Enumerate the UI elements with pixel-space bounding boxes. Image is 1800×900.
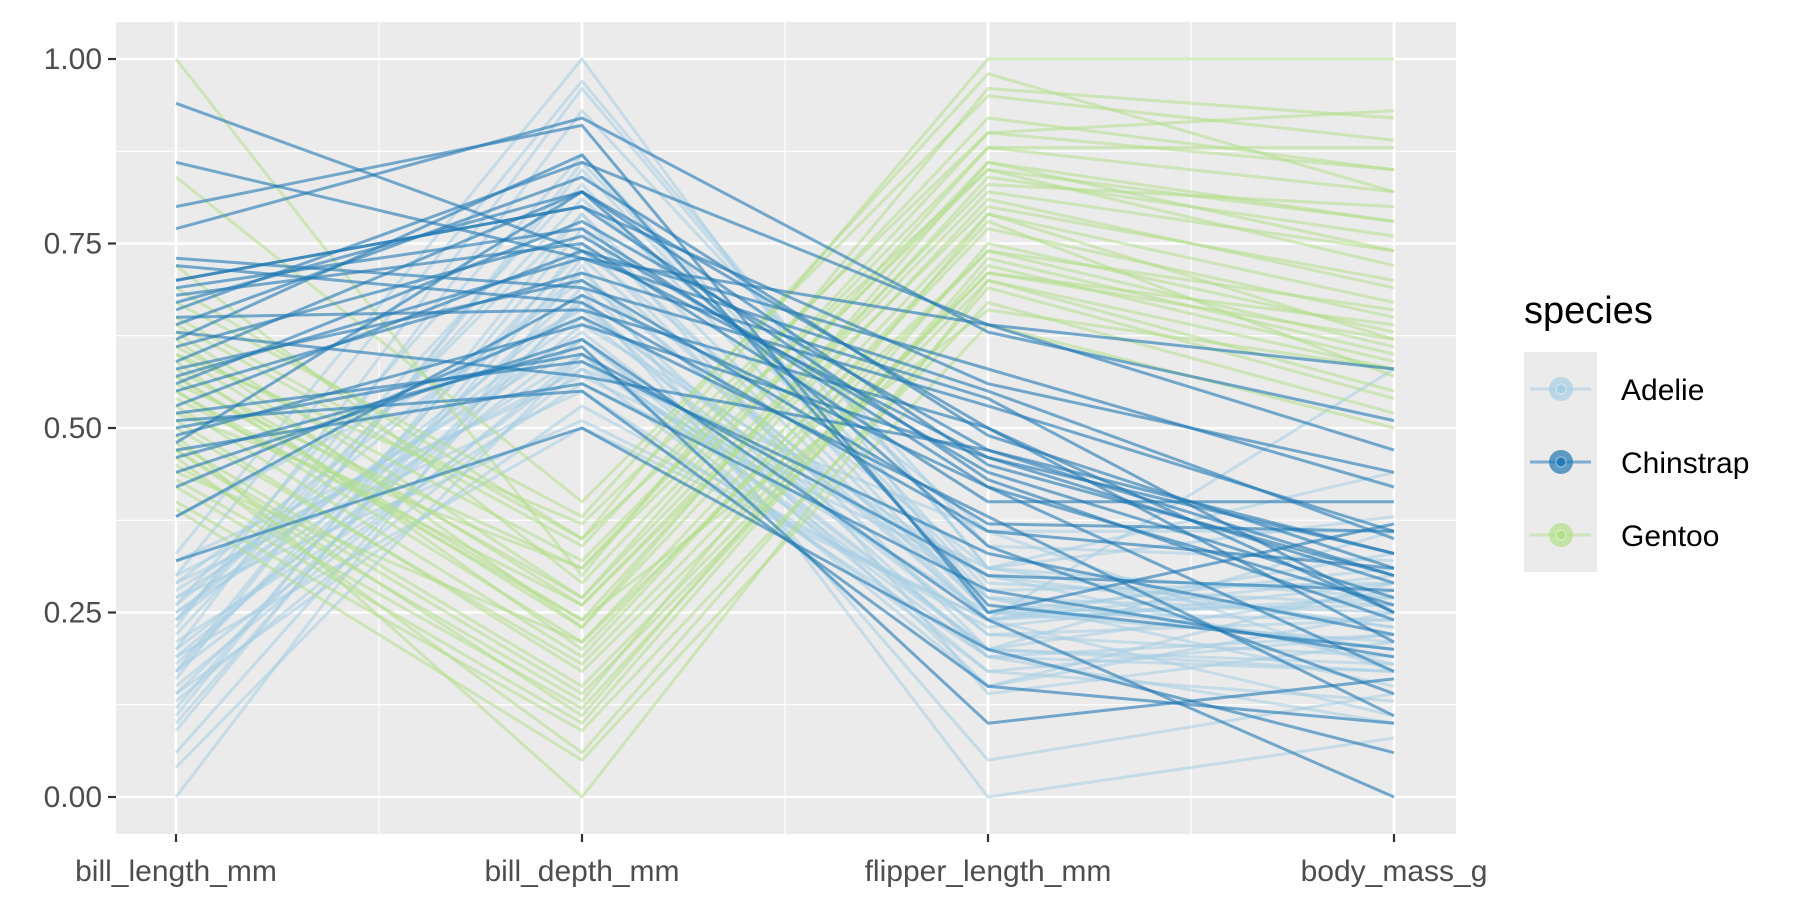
series-line-chinstrap xyxy=(175,205,1395,622)
x-tick-label: flipper_length_mm xyxy=(865,855,1112,888)
legend-key-dot-inner xyxy=(1555,456,1567,468)
legend-key-adelie xyxy=(1530,377,1591,401)
legend-label-chinstrap: Chinstrap xyxy=(1621,447,1749,480)
x-tick-label: bill_length_mm xyxy=(75,855,277,888)
series-line-chinstrap xyxy=(175,256,1395,541)
y-axis: 0.00 0.25 0.50 0.75 1.00 xyxy=(44,43,116,814)
y-tick-label: 0.25 xyxy=(44,597,102,630)
legend-key-gentoo xyxy=(1530,523,1591,547)
series-line-gentoo xyxy=(175,212,1395,644)
series-group-chinstrap xyxy=(175,101,1395,799)
series-line-chinstrap xyxy=(175,227,1395,607)
y-tick-label: 0.50 xyxy=(44,412,102,445)
series-line-gentoo xyxy=(175,131,1395,570)
series-line-gentoo xyxy=(175,301,1395,733)
legend-entries: Adelie Chinstrap Gentoo xyxy=(1530,374,1749,553)
series-line-gentoo xyxy=(175,249,1395,644)
y-tick-label: 0.75 xyxy=(44,228,102,261)
series-line-chinstrap xyxy=(175,278,1395,533)
x-axis: bill_length_mm bill_depth_mm flipper_lengt… xyxy=(75,834,1487,888)
legend-key-dot-inner xyxy=(1555,529,1567,541)
legend-label-gentoo: Gentoo xyxy=(1621,520,1719,553)
series-line-gentoo xyxy=(175,116,1395,548)
series-line-chinstrap xyxy=(175,153,1395,651)
series-line-chinstrap xyxy=(175,426,1395,755)
series-line-gentoo xyxy=(175,286,1395,755)
y-tick-label: 0.00 xyxy=(44,781,102,814)
series-line-chinstrap xyxy=(175,219,1395,578)
series-line-chinstrap xyxy=(175,382,1395,659)
legend-label-adelie: Adelie xyxy=(1621,374,1704,407)
series-line-chinstrap xyxy=(175,352,1395,592)
series-line-chinstrap xyxy=(175,175,1395,570)
legend-title: species xyxy=(1524,290,1653,332)
series-line-adelie xyxy=(175,352,1395,688)
series-lines xyxy=(174,57,1395,799)
x-tick-label: body_mass_g xyxy=(1301,855,1488,888)
series-line-chinstrap xyxy=(175,234,1395,600)
series-line-gentoo xyxy=(175,205,1395,607)
x-tick-label: bill_depth_mm xyxy=(484,855,679,888)
legend-key-dot-inner xyxy=(1555,383,1567,395)
legend-key-chinstrap xyxy=(1530,450,1591,474)
series-line-chinstrap xyxy=(175,116,1395,423)
series-line-chinstrap xyxy=(175,256,1395,533)
legend: species Adelie Chinstrap Gentoo xyxy=(1524,290,1749,572)
y-tick-label: 1.00 xyxy=(44,43,102,76)
series-line-adelie xyxy=(174,352,1395,769)
series-line-gentoo xyxy=(175,57,1394,541)
series-line-gentoo xyxy=(175,227,1395,651)
series-line-adelie xyxy=(174,293,1395,762)
series-line-chinstrap xyxy=(175,160,1395,371)
series-line-chinstrap xyxy=(175,190,1395,578)
series-line-chinstrap xyxy=(175,160,1395,452)
series-line-gentoo xyxy=(175,175,1395,622)
series-line-adelie xyxy=(175,389,1395,659)
series-line-chinstrap xyxy=(175,360,1395,637)
series-line-chinstrap xyxy=(175,337,1395,799)
